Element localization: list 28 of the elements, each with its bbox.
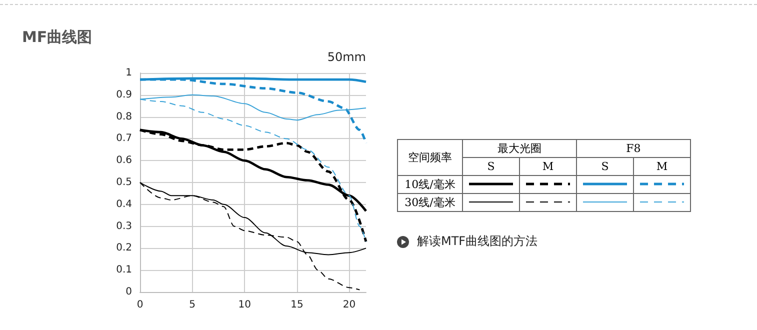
y-tick-label: 0.6 — [116, 155, 132, 166]
y-tick-label: 0.5 — [116, 177, 132, 188]
text: S — [462, 158, 520, 176]
y-tick-label: 0.2 — [116, 242, 132, 254]
y-tick-label: 0.7 — [116, 133, 132, 144]
y-tick-label: 1 — [126, 68, 132, 78]
x-tick-label: 15 — [290, 300, 304, 310]
y-tick-label: 0.8 — [116, 111, 132, 122]
text: S — [576, 158, 634, 176]
text: 最大光圈 — [462, 140, 576, 158]
text: 解读MTF曲线图的方法 — [417, 233, 538, 250]
x-tick-label: 10 — [238, 300, 251, 310]
text: 空间频率 — [398, 140, 462, 176]
x-tick-label: 20 — [342, 300, 356, 310]
chart-title: MF曲线图 — [22, 28, 92, 47]
y-tick-label: 0 — [126, 286, 132, 298]
text: M — [634, 158, 690, 176]
y-tick-label: 0.9 — [116, 89, 132, 100]
x-tick-label: 5 — [189, 300, 196, 310]
text: 10线/毫米 — [398, 176, 462, 194]
text: F8 — [576, 140, 690, 158]
text: 30线/毫米 — [398, 194, 462, 212]
x-tick-label: 0 — [136, 300, 144, 310]
text: M — [520, 158, 576, 176]
y-tick-label: 0.3 — [116, 220, 132, 232]
y-tick-label: 0.4 — [116, 198, 132, 210]
y-tick-label: 0.1 — [116, 264, 132, 276]
chart-subtitle: 50mm — [326, 50, 366, 64]
